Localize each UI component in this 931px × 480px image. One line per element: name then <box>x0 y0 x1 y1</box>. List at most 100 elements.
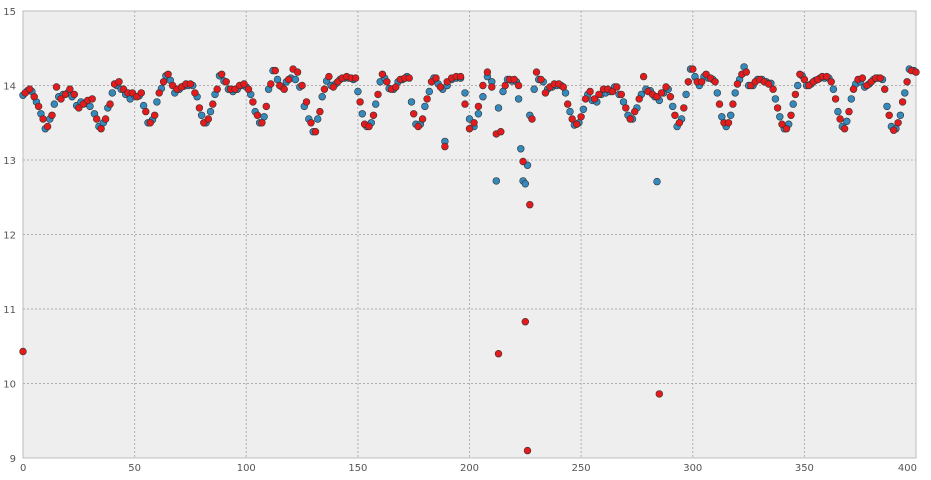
data-point <box>115 78 123 86</box>
data-point <box>206 107 215 116</box>
data-point <box>912 68 920 76</box>
data-point <box>831 95 840 103</box>
data-point <box>776 113 784 121</box>
data-point <box>657 89 666 97</box>
data-point <box>209 100 217 108</box>
data-point <box>494 104 503 112</box>
data-point <box>204 115 213 123</box>
data-point <box>530 85 538 93</box>
x-tick-label: 400 <box>898 463 917 474</box>
data-point <box>849 85 858 93</box>
data-point <box>494 350 503 358</box>
data-point <box>142 107 150 116</box>
data-point <box>407 98 416 106</box>
data-point <box>635 95 643 103</box>
data-point <box>108 89 117 97</box>
y-tick-label: 14 <box>3 82 16 93</box>
data-point <box>479 81 487 90</box>
data-point <box>298 81 306 90</box>
data-point <box>191 89 199 97</box>
data-point <box>847 95 855 103</box>
data-point <box>369 111 378 120</box>
data-point <box>137 89 146 97</box>
data-point <box>258 119 266 127</box>
series-1 <box>19 65 920 455</box>
data-point <box>671 111 679 120</box>
data-point <box>423 95 431 103</box>
data-point <box>392 83 400 91</box>
data-point <box>622 104 630 112</box>
data-point <box>325 72 333 81</box>
x-tick-label: 150 <box>348 463 367 474</box>
data-point <box>889 126 898 134</box>
data-point <box>461 100 469 108</box>
data-point <box>724 119 733 127</box>
data-point <box>97 124 105 133</box>
data-point <box>372 100 380 108</box>
data-point <box>521 318 529 326</box>
x-tick-label: 0 <box>20 463 26 474</box>
data-point <box>901 89 909 97</box>
data-point <box>291 75 300 84</box>
data-point <box>822 72 831 81</box>
data-point <box>771 95 780 103</box>
data-point <box>436 83 445 91</box>
data-point <box>595 90 603 99</box>
data-point <box>579 105 588 114</box>
data-point <box>470 119 478 127</box>
data-point <box>526 201 534 209</box>
data-point <box>876 74 884 82</box>
data-point <box>787 111 795 120</box>
data-point <box>240 80 248 88</box>
y-axis-ticks: 9 10 11 12 13 14 15 <box>3 7 16 465</box>
data-point <box>834 107 842 116</box>
data-point <box>715 100 724 108</box>
data-point <box>50 100 58 108</box>
data-point <box>351 74 360 82</box>
data-point <box>521 180 529 188</box>
data-point <box>666 92 675 101</box>
data-point <box>88 95 96 103</box>
data-point <box>559 83 567 91</box>
data-point <box>541 89 550 97</box>
data-point <box>675 119 684 127</box>
data-point <box>729 100 737 108</box>
data-point <box>421 102 429 111</box>
data-point <box>101 115 110 123</box>
data-point <box>405 74 413 82</box>
data-point <box>537 75 545 84</box>
data-point <box>885 111 893 120</box>
data-point <box>52 83 61 91</box>
data-point <box>461 89 469 97</box>
data-point <box>30 92 38 101</box>
data-point <box>365 122 373 131</box>
data-point <box>764 80 773 88</box>
data-point <box>532 68 541 76</box>
data-point <box>791 90 800 99</box>
x-axis-ticks: 0 50 100 150 200 250 300 350 400 <box>20 463 917 474</box>
data-point <box>456 72 465 81</box>
data-point <box>608 87 617 96</box>
data-point <box>800 75 809 84</box>
data-point <box>307 119 315 127</box>
data-point <box>329 83 337 91</box>
data-point <box>374 90 382 99</box>
data-point <box>896 111 905 120</box>
data-point <box>514 95 523 103</box>
x-tick-label: 300 <box>683 463 702 474</box>
data-point <box>836 115 844 123</box>
data-point <box>465 124 474 133</box>
data-point <box>314 115 322 123</box>
data-point <box>697 78 706 86</box>
data-point <box>280 85 288 93</box>
data-point <box>684 78 692 86</box>
data-point <box>680 104 688 112</box>
data-point <box>858 74 867 82</box>
data-point <box>903 78 911 86</box>
data-point <box>613 83 621 91</box>
data-point <box>883 102 891 111</box>
data-point <box>425 87 433 96</box>
data-point <box>61 90 70 99</box>
data-point <box>151 111 159 120</box>
